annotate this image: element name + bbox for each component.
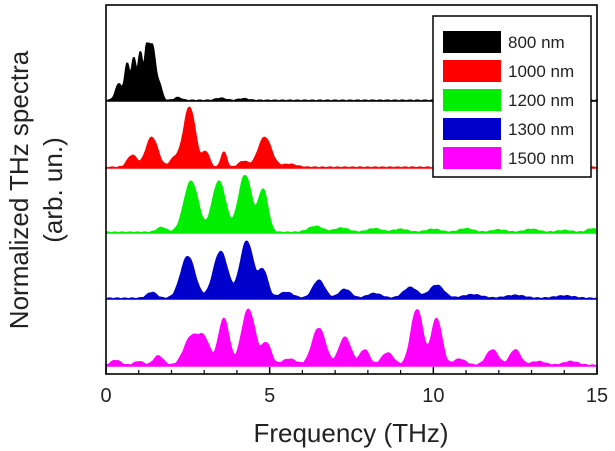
legend-label-1200-nm: 1200 nm	[508, 91, 574, 110]
legend-label-1300-nm: 1300 nm	[508, 120, 574, 139]
legend-label-1000-nm: 1000 nm	[508, 62, 574, 81]
legend-swatch-1500-nm	[443, 147, 501, 169]
legend: 800 nm 1000 nm 1200 nm 1300 nm 1500 nm	[432, 15, 592, 178]
y-axis-label-line1: Normalized THz spectra	[4, 50, 34, 329]
x-tick-label: 15	[586, 385, 608, 407]
spectrum-1200-nm	[105, 174, 598, 234]
x-axis-ticks: 0 5 10 15	[100, 367, 608, 407]
legend-swatch-1200-nm	[443, 89, 501, 111]
x-tick-label: 5	[264, 385, 275, 407]
legend-swatch-1300-nm	[443, 118, 501, 140]
legend-label-800-nm: 800 nm	[508, 33, 565, 52]
x-tick-label: 0	[100, 385, 111, 407]
legend-swatch-800-nm	[443, 31, 501, 53]
legend-swatch-1000-nm	[443, 60, 501, 82]
legend-label-1500-nm: 1500 nm	[508, 149, 574, 168]
y-axis-label-line2: (arb. un.)	[38, 137, 68, 243]
x-axis-label: Frequency (THz)	[253, 418, 448, 448]
spectrum-1300-nm	[105, 240, 598, 300]
spectrum-1500-nm	[105, 308, 598, 367]
x-tick-label: 10	[422, 385, 444, 407]
axes-frame	[105, 4, 598, 375]
